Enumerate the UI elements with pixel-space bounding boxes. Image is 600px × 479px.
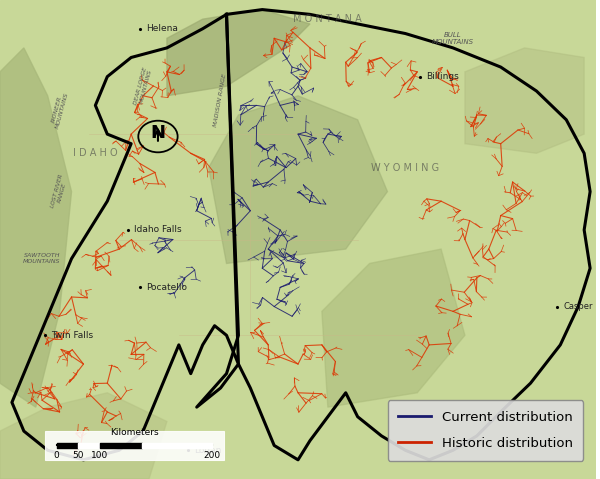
Text: Billings: Billings xyxy=(426,72,459,81)
Text: 200: 200 xyxy=(203,451,220,460)
Text: BULL
MOUNTAINS: BULL MOUNTAINS xyxy=(432,32,474,45)
Text: LOST RIVER
RANGE: LOST RIVER RANGE xyxy=(50,173,70,210)
Polygon shape xyxy=(465,48,584,153)
Text: Helena: Helena xyxy=(146,24,178,33)
Legend: Current distribution, Historic distribution: Current distribution, Historic distribut… xyxy=(388,400,583,461)
Text: Pocatello: Pocatello xyxy=(146,283,187,292)
Text: 100: 100 xyxy=(91,451,108,460)
Text: SAWTOOTH
MOUNTAINS: SAWTOOTH MOUNTAINS xyxy=(23,253,61,264)
Text: M O N T A N A: M O N T A N A xyxy=(293,14,362,24)
Text: Casper: Casper xyxy=(563,302,593,311)
Text: Logan: Logan xyxy=(194,446,221,455)
Polygon shape xyxy=(0,48,71,407)
Text: Kilometers: Kilometers xyxy=(110,428,158,437)
Text: MADISON RANGE: MADISON RANGE xyxy=(214,74,227,127)
Polygon shape xyxy=(0,393,167,479)
Text: I D A H O: I D A H O xyxy=(73,148,118,158)
Polygon shape xyxy=(322,249,465,407)
Text: 0: 0 xyxy=(54,451,59,460)
Text: DEAR LODGE
MOUNTAINS: DEAR LODGE MOUNTAINS xyxy=(133,66,153,106)
Text: PIONEER
MOUNTAINS: PIONEER MOUNTAINS xyxy=(50,91,70,130)
Text: W Y O M I N G: W Y O M I N G xyxy=(371,163,439,172)
Polygon shape xyxy=(167,10,310,96)
Bar xyxy=(45,431,224,460)
Text: N: N xyxy=(151,124,166,142)
Text: Idaho Falls: Idaho Falls xyxy=(134,226,182,234)
Polygon shape xyxy=(209,96,388,263)
Text: Twin Falls: Twin Falls xyxy=(50,331,93,340)
Text: 50: 50 xyxy=(73,451,84,460)
